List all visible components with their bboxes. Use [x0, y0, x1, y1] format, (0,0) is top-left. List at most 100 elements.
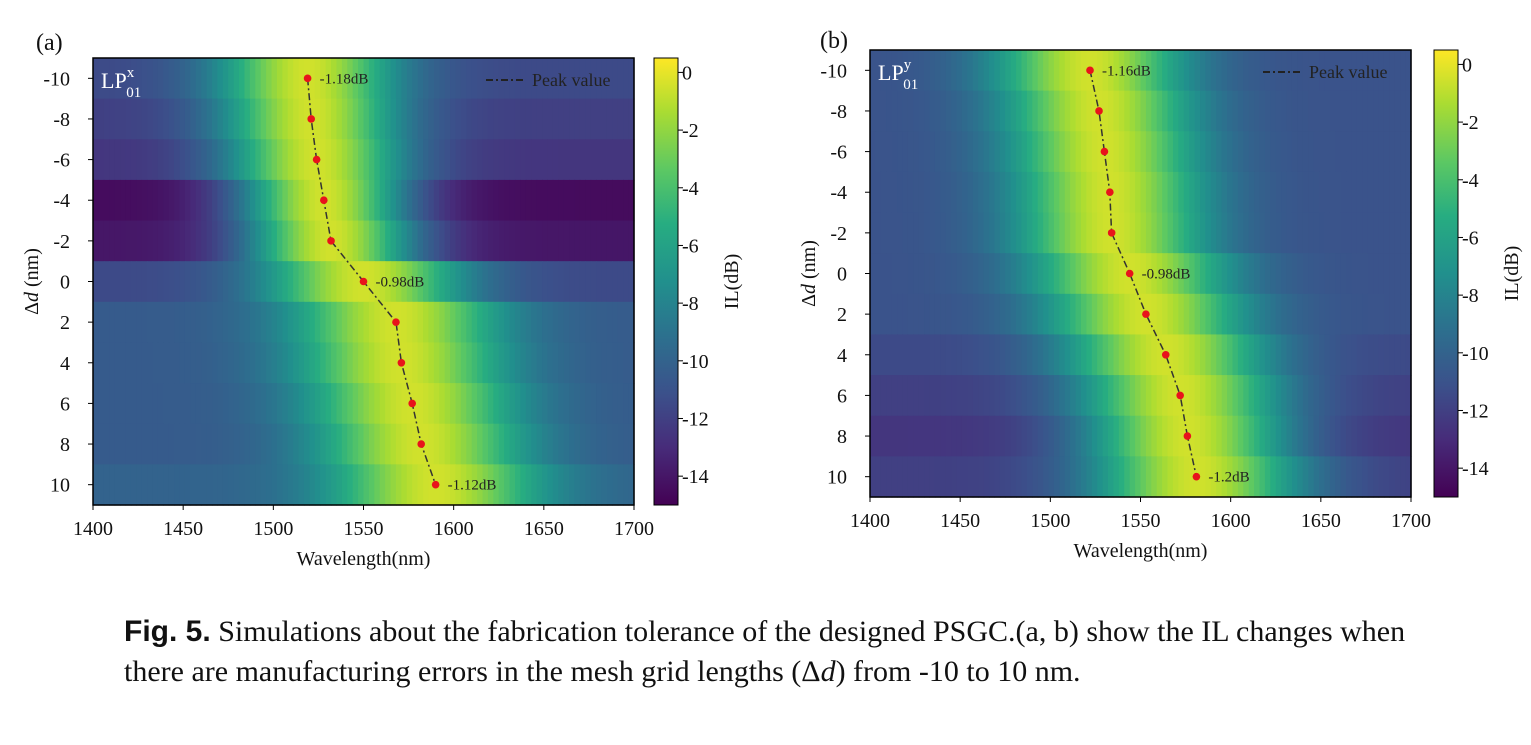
heatmap-cell: [552, 383, 559, 425]
heatmap-cell: [972, 293, 979, 336]
heatmap-cell: [623, 261, 630, 303]
heatmap-cell: [1043, 456, 1050, 498]
heatmap-cell: [1064, 171, 1071, 214]
heatmap-cell: [1259, 171, 1266, 214]
heatmap-cell: [1135, 50, 1142, 92]
heatmap-cell: [1378, 90, 1385, 132]
heatmap-cell: [1032, 131, 1039, 173]
colorbar-tick-label: 0: [682, 62, 692, 84]
heatmap-cell: [913, 456, 920, 498]
heatmap-cell: [444, 98, 451, 140]
heatmap-cell: [303, 179, 310, 222]
heatmap-cell: [1308, 171, 1315, 214]
heatmap-cell: [880, 212, 887, 254]
heatmap-cell: [293, 301, 300, 344]
heatmap-cell: [358, 58, 365, 100]
heatmap-cell: [1329, 415, 1336, 457]
heatmap-cell: [547, 464, 554, 506]
heatmap-cell: [585, 261, 592, 303]
heatmap-cell: [423, 464, 430, 506]
heatmap-cell: [217, 220, 224, 262]
y-tick-label: -10: [43, 68, 70, 90]
heatmap-cell: [298, 342, 305, 384]
heatmap-cell: [945, 131, 952, 173]
heatmap-cell: [157, 301, 164, 344]
heatmap-cell: [331, 139, 338, 181]
heatmap-cell: [891, 253, 898, 295]
heatmap-cell: [1167, 253, 1174, 295]
heatmap-cell: [1237, 171, 1244, 214]
heatmap-cell: [1151, 131, 1158, 173]
heatmap-cell: [1178, 212, 1185, 254]
heatmap-cell: [255, 464, 262, 506]
heatmap-cell: [184, 58, 191, 100]
heatmap-cell: [1259, 131, 1266, 173]
x-tick-label: 1400: [850, 510, 890, 532]
heatmap-cell: [961, 293, 968, 336]
heatmap-cell: [152, 464, 159, 506]
heatmap-cell: [1200, 131, 1207, 173]
heatmap-cell: [168, 301, 175, 344]
heatmap-cell: [493, 423, 500, 465]
peak-point: [417, 440, 426, 448]
heatmap-cell: [201, 179, 208, 222]
heatmap-cell: [606, 179, 613, 222]
panel-label: (b): [820, 28, 848, 54]
heatmap-cell: [1291, 415, 1298, 457]
heatmap-cell: [109, 179, 116, 222]
heatmap-cell: [1275, 212, 1282, 254]
heatmap-cell: [547, 58, 554, 100]
heatmap-cell: [125, 301, 132, 344]
heatmap-cell: [266, 342, 273, 384]
heatmap-cell: [228, 342, 235, 384]
heatmap-cell: [314, 58, 321, 100]
heatmap-cell: [1129, 375, 1136, 417]
heatmap-cell: [136, 464, 143, 506]
heatmap-cell: [98, 383, 105, 425]
heatmap-cell: [880, 50, 887, 92]
heatmap-cell: [1383, 212, 1390, 254]
heatmap-cell: [412, 98, 419, 140]
heatmap-cell: [1151, 334, 1158, 376]
heatmap-cell: [179, 464, 186, 506]
heatmap-cell: [298, 58, 305, 100]
heatmap-cell: [569, 342, 576, 384]
heatmap-cell: [1254, 50, 1261, 92]
heatmap-cell: [1362, 293, 1369, 336]
heatmap-cell: [1221, 293, 1228, 336]
heatmap-cell: [1005, 334, 1012, 376]
heatmap-cell: [195, 301, 202, 344]
heatmap-cell: [98, 220, 105, 262]
heatmap-cell: [1275, 90, 1282, 132]
heatmap-cell: [1356, 253, 1363, 295]
heatmap-cell: [1162, 50, 1169, 92]
heatmap-cell: [1329, 131, 1336, 173]
heatmap-cell: [531, 383, 538, 425]
heatmap-cell: [1373, 334, 1380, 376]
heatmap-cell: [179, 98, 186, 140]
heatmap-cell: [1145, 375, 1152, 417]
heatmap-cell: [244, 464, 251, 506]
heatmap-cell: [141, 139, 148, 181]
heatmap-cell: [1129, 171, 1136, 214]
heatmap-cell: [907, 375, 914, 417]
heatmap-cell: [141, 98, 148, 140]
heatmap-cell: [870, 171, 877, 214]
heatmap-cell: [1205, 415, 1212, 457]
heatmap-cell: [585, 139, 592, 181]
heatmap-cell: [309, 179, 316, 222]
heatmap-cell: [1205, 212, 1212, 254]
heatmap-cell: [109, 301, 116, 344]
heatmap-cell: [989, 90, 996, 132]
heatmap-cell: [1400, 171, 1407, 214]
heatmap-cell: [147, 464, 154, 506]
colorbar: [1433, 49, 1459, 498]
heatmap-cell: [891, 334, 898, 376]
heatmap-cell: [1113, 50, 1120, 92]
x-tick-label: 1700: [614, 518, 654, 540]
heatmap-cell: [93, 464, 100, 506]
heatmap-cell: [1227, 253, 1234, 295]
heatmap-cell: [897, 171, 904, 214]
y-tick-label: 6: [60, 393, 70, 415]
heatmap-cell: [983, 90, 990, 132]
